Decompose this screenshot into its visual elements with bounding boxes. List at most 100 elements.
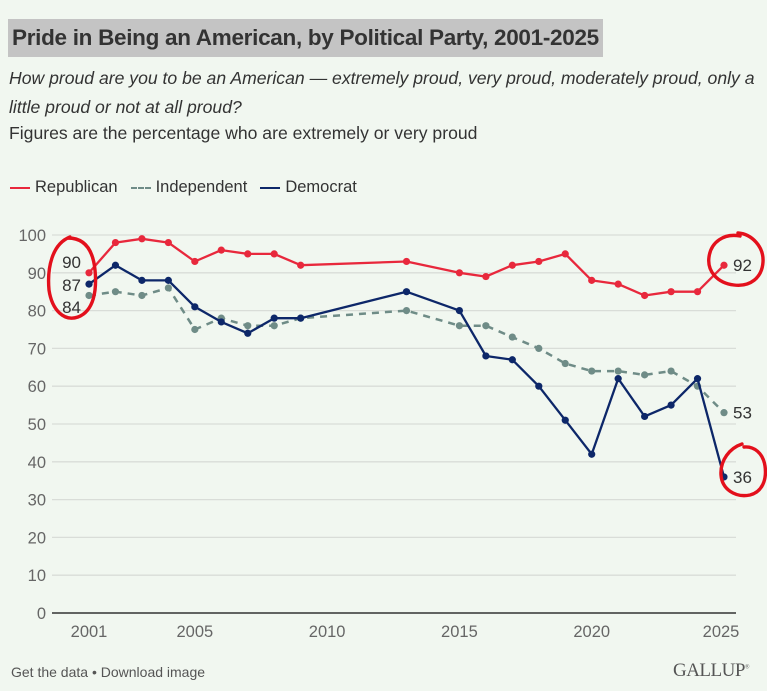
series-line-democrat <box>88 264 726 478</box>
data-point-democrat <box>455 307 464 315</box>
series-line-republican <box>88 237 725 297</box>
data-point-democrat <box>85 280 93 288</box>
data-point-democrat <box>138 276 146 284</box>
y-tick-label: 50 <box>28 416 46 434</box>
data-point-republican <box>535 257 543 266</box>
y-tick-label: 100 <box>18 227 46 245</box>
data-point-independent <box>561 359 569 368</box>
footer: Get the data • Download image <box>11 664 205 680</box>
data-point-independent <box>402 307 411 315</box>
data-point-independent <box>455 322 464 330</box>
data-point-independent <box>164 284 172 292</box>
data-point-democrat <box>191 303 199 311</box>
data-point-republican <box>244 250 252 258</box>
data-point-democrat <box>482 352 490 360</box>
data-point-independent <box>85 291 93 300</box>
footer-separator: • <box>88 664 101 680</box>
data-point-democrat <box>111 261 120 269</box>
data-point-independent <box>244 322 252 330</box>
data-point-republican <box>482 272 490 281</box>
data-point-independent <box>270 322 278 330</box>
x-tick-label: 2015 <box>441 623 478 641</box>
data-point-independent <box>191 325 199 334</box>
y-tick-label: 60 <box>28 378 46 396</box>
annotations <box>46 231 767 498</box>
legend-item-independent: Independent <box>130 178 248 197</box>
data-point-democrat <box>667 401 675 409</box>
gridlines <box>52 234 736 614</box>
data-point-independent <box>482 322 490 330</box>
x-tick-label: 2005 <box>176 623 213 641</box>
data-point-democrat <box>561 416 569 424</box>
data-point-independent <box>535 344 543 352</box>
data-point-republican <box>85 269 93 277</box>
data-point-republican <box>217 246 225 254</box>
end-label-independent: 53 <box>733 404 752 423</box>
y-tick-label: 70 <box>28 340 46 358</box>
end-label-democrat: 36 <box>733 468 752 487</box>
y-tick-label: 90 <box>28 265 46 283</box>
data-point-democrat <box>402 288 411 296</box>
y-tick-label: 10 <box>28 567 46 585</box>
data-point-democrat <box>508 356 516 364</box>
legend-swatch-independent <box>130 186 151 189</box>
data-point-republican <box>693 288 702 296</box>
data-point-independent <box>667 367 675 375</box>
data-point-republican <box>455 269 464 277</box>
data-point-republican <box>588 276 596 284</box>
legend-item-republican: Republican <box>10 178 118 197</box>
data-point-republican <box>138 235 146 243</box>
data-point-republican <box>191 257 199 266</box>
y-tick-label: 0 <box>37 605 46 623</box>
start-label-independent: 84 <box>62 298 81 317</box>
data-point-republican <box>164 238 172 247</box>
start-label-republican: 90 <box>62 253 81 272</box>
data-point-independent <box>720 409 728 417</box>
y-tick-label: 40 <box>28 454 46 472</box>
survey-question: How proud are you to be an American — ex… <box>9 68 755 117</box>
y-axis-ticks: 0 10 20 30 40 50 60 70 80 90 100 <box>18 227 46 623</box>
annotation-circle-start <box>46 235 98 320</box>
data-point-democrat <box>535 382 543 390</box>
data-point-independent <box>588 367 596 375</box>
legend-item-democrat: Democrat <box>260 178 357 197</box>
chart-note: Figures are the percentage who are extre… <box>9 123 478 143</box>
x-tick-label: 2001 <box>71 623 108 641</box>
data-point-republican <box>614 280 622 288</box>
data-point-republican <box>561 250 569 258</box>
data-point-independent <box>641 371 649 379</box>
y-tick-label: 80 <box>28 303 46 321</box>
get-data-link[interactable]: Get the data <box>11 664 89 680</box>
annotation-circle-democrat-end <box>719 442 767 498</box>
y-tick-label: 30 <box>28 492 46 510</box>
data-point-democrat <box>217 318 225 326</box>
annotation-circle-republican-end <box>707 231 765 287</box>
data-point-democrat <box>244 329 252 337</box>
y-tick-label: 20 <box>28 529 46 547</box>
data-point-democrat <box>614 375 622 383</box>
x-axis-ticks: 2001 2005 2010 2015 2020 2025 <box>71 623 740 641</box>
data-point-republican <box>270 250 278 258</box>
data-point-independent <box>508 333 516 341</box>
series-lines <box>85 235 728 481</box>
download-image-link[interactable]: Download image <box>100 664 206 680</box>
legend-label-independent: Independent <box>155 178 248 196</box>
data-point-republican <box>297 261 305 269</box>
end-label-republican: 92 <box>733 256 752 275</box>
x-tick-label: 2025 <box>703 623 740 641</box>
x-tick-label: 2020 <box>573 623 610 641</box>
data-labels: 90 92 84 53 87 36 <box>62 253 752 487</box>
data-point-republican <box>402 257 411 266</box>
gallup-logo-text: GALLUP <box>672 660 745 681</box>
data-point-democrat <box>641 412 649 421</box>
legend-swatch-republican <box>10 186 30 189</box>
data-point-independent <box>138 291 146 300</box>
data-point-democrat <box>297 314 305 322</box>
data-point-democrat <box>270 314 278 322</box>
data-point-independent <box>614 367 622 375</box>
registered-mark: ® <box>744 664 750 671</box>
series-republican <box>85 235 728 300</box>
data-point-democrat <box>164 276 172 284</box>
series-democrat <box>85 261 728 481</box>
